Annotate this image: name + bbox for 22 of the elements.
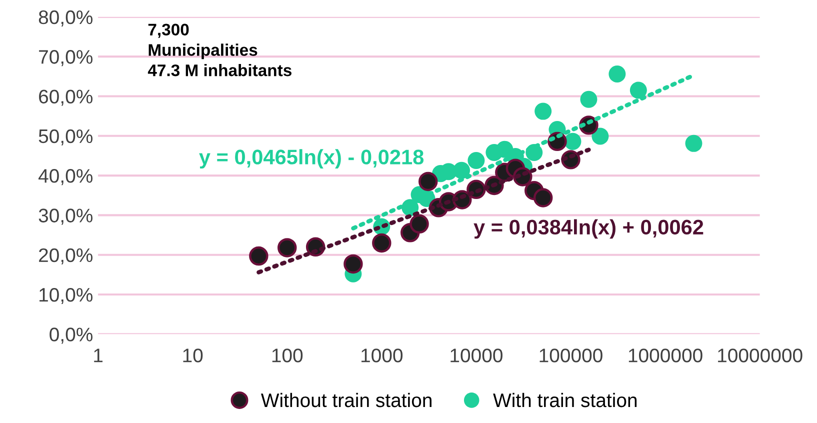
y-tick-label: 20,0% <box>39 248 92 264</box>
legend-label: Without train station <box>260 392 432 408</box>
x-tick-label: 10 <box>183 348 203 362</box>
x-tick-label: 100 <box>272 348 303 362</box>
series-label: y = 0,0465ln(x) - 0,0218 <box>199 149 424 169</box>
x-tick-label: 10000000 <box>718 348 802 362</box>
x-tick-label: 1000000 <box>628 348 702 362</box>
y-tick-label: 30,0% <box>38 208 92 225</box>
x-tick-label: 1 <box>94 348 102 362</box>
y-tick-label: 40,0% <box>38 169 92 186</box>
x-tick-label: 10000 <box>450 348 502 362</box>
x-tick-label: 100000 <box>540 348 602 362</box>
x-tick-label: 1000 <box>362 348 403 362</box>
y-tick-label: 0,0% <box>50 328 92 344</box>
annotation: 7,300 Municipalities 47.3 M inhabitants <box>148 24 292 76</box>
y-tick-label: 60,0% <box>39 90 92 106</box>
legend-label: With train station <box>493 392 637 408</box>
y-tick-label: 80,0% <box>38 10 92 26</box>
y-tick-label: 10,0% <box>40 288 92 304</box>
series-label: y = 0,0384ln(x) + 0,0062 <box>474 219 704 239</box>
y-tick-label: 50,0% <box>38 129 92 146</box>
y-tick-label: 70,0% <box>39 50 92 66</box>
